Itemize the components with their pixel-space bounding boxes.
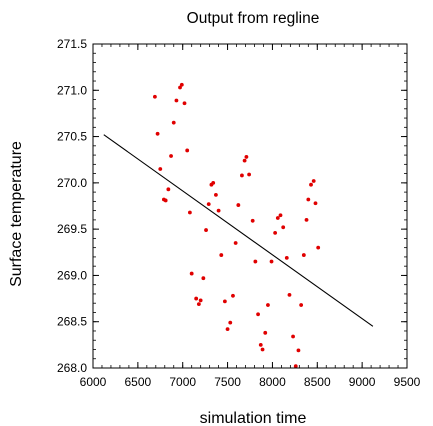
y-tick-label: 270.5 (57, 130, 87, 144)
data-point (287, 292, 292, 297)
data-point (258, 342, 263, 347)
y-tick-label: 271.5 (57, 37, 87, 51)
data-point (166, 187, 171, 192)
x-axis-label: simulation time (200, 410, 307, 426)
data-point (236, 203, 241, 207)
data-point (293, 364, 298, 369)
data-point (214, 192, 218, 197)
data-point (273, 230, 278, 235)
data-point (169, 154, 173, 158)
data-point (311, 179, 316, 183)
data-point (179, 82, 184, 87)
y-tick-label: 270.0 (57, 176, 87, 190)
data-point (242, 158, 247, 163)
axis-ticks (92, 43, 408, 369)
regression-line (103, 134, 374, 327)
data-point (278, 213, 283, 218)
x-tick-label: 7000 (169, 375, 196, 389)
data-point (194, 296, 199, 301)
data-point (253, 259, 258, 264)
data-point (222, 299, 227, 304)
data-point (201, 276, 206, 281)
regression-line-group (103, 134, 374, 327)
plot-frame (92, 43, 408, 369)
data-point (228, 320, 233, 325)
data-point (247, 172, 252, 177)
data-point (299, 303, 304, 307)
data-point (269, 259, 274, 264)
data-point (171, 120, 176, 125)
data-point (155, 131, 160, 136)
data-point (291, 334, 295, 339)
data-point (316, 245, 321, 250)
data-point (309, 182, 313, 187)
y-tick-label: 269.5 (57, 222, 87, 236)
data-point (301, 253, 306, 257)
data-point (281, 225, 286, 230)
data-point (219, 253, 224, 257)
y-tick-label: 271.0 (57, 83, 87, 97)
data-point (185, 148, 190, 153)
tick-labels: 6000 6500 7000 7500 8000 8500 9000 9500 268.0 268… (57, 37, 421, 389)
data-point (182, 101, 187, 106)
data-point (260, 347, 265, 352)
data-point (233, 241, 238, 245)
chart-title: Output from regline (187, 10, 320, 27)
data-point (284, 255, 289, 260)
data-point (250, 218, 255, 223)
data-point (198, 298, 203, 303)
data-points (153, 82, 321, 369)
data-point (158, 167, 163, 171)
data-point (187, 210, 192, 215)
data-point (263, 330, 268, 335)
data-point (256, 312, 260, 317)
data-point (216, 208, 221, 213)
x-tick-label: 8500 (304, 375, 331, 389)
data-point (306, 197, 311, 202)
data-point (313, 201, 318, 206)
data-point (240, 173, 244, 178)
data-point (206, 202, 211, 207)
data-point (275, 216, 280, 220)
y-tick-label: 269.0 (57, 268, 87, 282)
x-tick-label: 8000 (259, 375, 286, 389)
data-point (204, 228, 208, 232)
data-point (296, 348, 301, 353)
data-point (304, 217, 309, 222)
data-point (163, 198, 168, 203)
x-tick-label: 9500 (394, 375, 421, 389)
data-point (211, 180, 216, 185)
data-point (178, 85, 182, 90)
data-point (266, 303, 270, 307)
x-tick-label: 6000 (80, 375, 107, 389)
y-tick-label: 268.5 (57, 315, 87, 329)
data-point (244, 155, 249, 159)
x-tick-label: 7500 (214, 375, 241, 389)
data-point (231, 293, 235, 298)
data-point (189, 271, 194, 276)
x-tick-label: 9000 (349, 375, 376, 389)
data-point (225, 327, 230, 332)
data-point (174, 98, 179, 103)
y-tick-label: 268.0 (57, 361, 87, 375)
data-point (196, 302, 201, 307)
y-axis-label: Surface temperature (8, 141, 25, 287)
data-point (153, 94, 157, 99)
x-tick-label: 6500 (125, 375, 152, 389)
